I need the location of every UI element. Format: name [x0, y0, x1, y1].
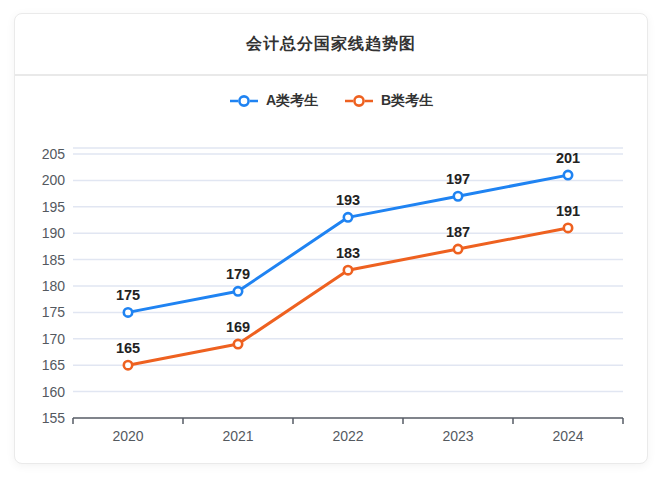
y-axis-label: 200 — [42, 172, 66, 188]
data-label: 165 — [116, 340, 140, 356]
x-axis — [73, 418, 623, 424]
data-label: 183 — [336, 245, 360, 261]
data-point[interactable] — [344, 266, 352, 274]
legend: A类考生 B类考生 — [15, 92, 647, 110]
y-axis-label: 175 — [42, 304, 66, 320]
x-axis-label: 2024 — [552, 428, 583, 444]
legend-label-a: A类考生 — [266, 92, 318, 110]
y-axis-label: 205 — [42, 146, 66, 162]
data-point[interactable] — [454, 192, 462, 200]
x-axis-label: 2020 — [112, 428, 143, 444]
y-axis-label: 155 — [42, 410, 66, 426]
data-point[interactable] — [564, 171, 572, 179]
data-point[interactable] — [564, 224, 572, 232]
legend-label-b: B类考生 — [381, 92, 433, 110]
x-axis-label: 2021 — [222, 428, 253, 444]
trend-chart: 1551601651701751801851901952002052020202… — [15, 114, 647, 461]
data-point[interactable] — [124, 361, 132, 369]
data-point[interactable] — [234, 340, 242, 348]
data-label: 193 — [336, 192, 360, 208]
legend-item-a[interactable]: A类考生 — [229, 92, 318, 110]
y-axis-label: 195 — [42, 199, 66, 215]
line-circle-marker-icon — [229, 94, 259, 108]
data-label: 175 — [116, 287, 140, 303]
chart-body: A类考生 B类考生 155 160 165 170 175 180 185 190 195 200… — [15, 76, 647, 461]
data-point[interactable] — [454, 245, 462, 253]
data-point[interactable] — [344, 213, 352, 221]
chart-card: 会计总分国家线趋势图 A类考生 B类考生 1551601651701 — [14, 13, 648, 464]
chart-title: 会计总分国家线趋势图 — [246, 34, 416, 55]
data-label: 187 — [446, 224, 470, 240]
data-label: 201 — [556, 150, 580, 166]
y-axis-label: 165 — [42, 357, 66, 373]
data-label: 179 — [226, 266, 250, 282]
line-circle-marker-icon — [344, 94, 374, 108]
data-label: 197 — [446, 171, 470, 187]
x-axis-label: 2022 — [332, 428, 363, 444]
y-axis-label: 160 — [42, 384, 66, 400]
chart-header: 会计总分国家线趋势图 — [15, 14, 647, 76]
data-label: 169 — [226, 319, 250, 335]
data-label: 191 — [556, 203, 580, 219]
x-axis-labels: 2020 2021 2022 2023 2024 — [112, 428, 583, 444]
y-axis-label: 185 — [42, 252, 66, 268]
y-axis-label: 180 — [42, 278, 66, 294]
y-axis-label: 170 — [42, 331, 66, 347]
data-point[interactable] — [124, 308, 132, 316]
y-axis-label: 190 — [42, 225, 66, 241]
y-axis-labels: 155 160 165 170 175 180 185 190 195 200 205 — [42, 146, 66, 426]
data-point[interactable] — [234, 287, 242, 295]
legend-item-b[interactable]: B类考生 — [344, 92, 433, 110]
x-axis-label: 2023 — [442, 428, 473, 444]
